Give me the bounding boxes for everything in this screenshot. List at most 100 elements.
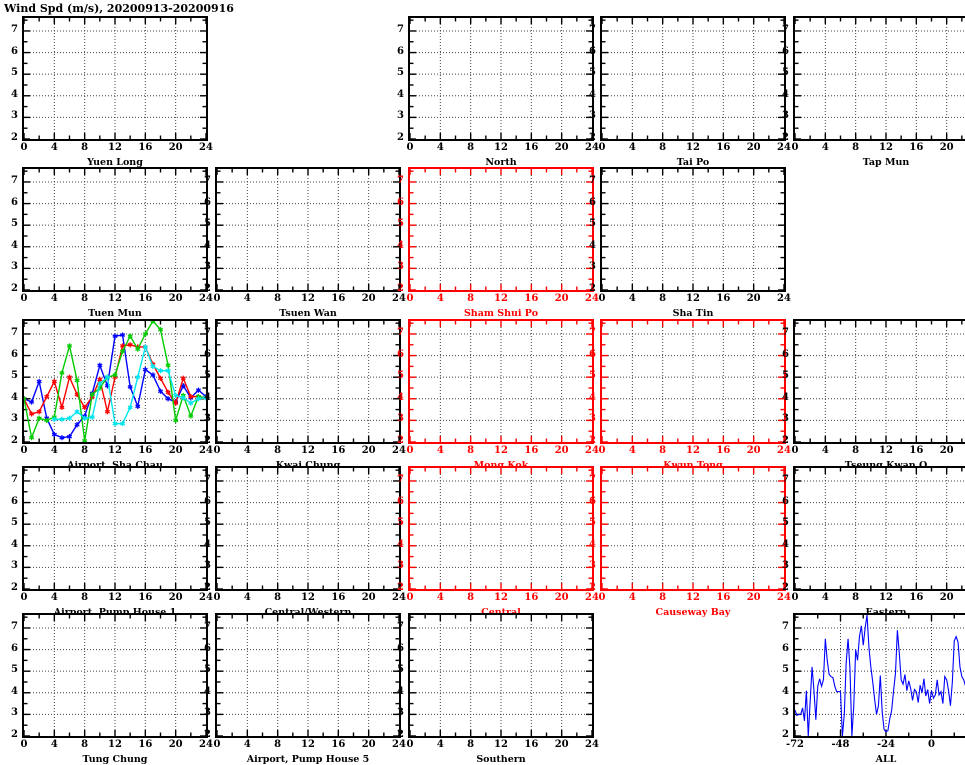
y-axis-tick-label: 3 xyxy=(782,707,789,719)
x-axis-tick-label: 8 xyxy=(659,293,667,304)
series-marker-star xyxy=(29,411,35,417)
x-axis-tick-label: 0 xyxy=(213,445,221,456)
y-axis-tick-label: 5 xyxy=(11,664,18,676)
x-axis-tick-label: 16 xyxy=(524,739,539,750)
y-axis-tick-label: 5 xyxy=(782,67,789,79)
y-axis-tick-label: 7 xyxy=(397,620,404,632)
x-axis-tick-label: -48 xyxy=(831,739,850,750)
series-marker-star xyxy=(142,367,148,373)
plot-canvas xyxy=(24,468,206,589)
x-axis-tick-label: 16 xyxy=(716,592,731,603)
plot-area xyxy=(215,319,401,444)
y-axis-tick-label: 2 xyxy=(782,582,789,593)
x-axis-tick-label: 16 xyxy=(331,445,346,456)
x-axis-tick-label: 20 xyxy=(554,592,569,603)
x-axis-tick-label: 16 xyxy=(331,592,346,603)
x-axis-tick-label: 16 xyxy=(524,445,539,456)
y-axis-tick-label: 2 xyxy=(782,435,789,446)
series-marker-star xyxy=(188,400,194,406)
series-marker-star xyxy=(74,422,80,428)
y-axis-tick-label: 2 xyxy=(11,729,18,740)
series-marker-star xyxy=(180,375,186,381)
y-axis-tick-label: 3 xyxy=(589,413,596,425)
x-axis-tick-label: 0 xyxy=(213,293,221,304)
series-marker-star xyxy=(66,415,73,421)
x-axis-tick-label: 16 xyxy=(909,142,924,153)
series-marker-star xyxy=(82,415,88,421)
plot-area xyxy=(408,16,594,141)
y-axis-tick-label: 2 xyxy=(397,132,404,143)
y-axis-tick-label: 2 xyxy=(589,132,596,143)
x-axis-tick-label: 0 xyxy=(406,739,414,750)
series-marker-star xyxy=(195,387,201,393)
y-axis-tick-label: 7 xyxy=(204,620,211,632)
series-marker-star xyxy=(29,399,35,405)
x-axis-tick-label: 0 xyxy=(598,445,606,456)
x-axis-tick-label: 4 xyxy=(50,739,58,750)
x-axis-tick-label: 12 xyxy=(494,592,508,603)
x-axis-tick-label: 20 xyxy=(168,142,183,153)
x-axis-tick-label: 0 xyxy=(598,592,606,603)
panel-title: Yuen Long xyxy=(87,157,143,168)
y-axis-tick-label: 6 xyxy=(11,45,18,57)
x-axis-tick-label: 8 xyxy=(467,592,475,603)
x-axis-tick-label: 24 xyxy=(585,142,599,153)
plot-area xyxy=(408,167,594,292)
x-axis-tick-label: 20 xyxy=(361,592,376,603)
x-axis-tick-label: 4 xyxy=(243,739,251,750)
x-axis-tick-label: 8 xyxy=(659,142,667,153)
x-axis-tick-label: 8 xyxy=(274,739,282,750)
x-axis-tick-label: 16 xyxy=(524,592,539,603)
y-axis-tick-label: 2 xyxy=(11,582,18,593)
y-axis-tick-label: 7 xyxy=(782,326,789,338)
x-axis-tick-label: 0 xyxy=(20,445,28,456)
x-axis-tick-label: 20 xyxy=(939,445,954,456)
series-marker-star xyxy=(44,394,50,400)
y-axis-tick-label: 6 xyxy=(204,196,211,208)
x-axis-tick-label: 20 xyxy=(746,445,761,456)
x-axis-tick-label: 0 xyxy=(598,293,606,304)
y-axis-tick-label: 6 xyxy=(589,45,596,57)
series-marker-star xyxy=(157,388,164,394)
plot-canvas xyxy=(795,615,965,736)
y-axis-tick-label: 6 xyxy=(11,642,18,654)
y-axis-tick-label: 4 xyxy=(397,239,404,251)
panel-title: Causeway Bay xyxy=(655,607,731,618)
x-axis-tick-label: 16 xyxy=(716,445,731,456)
plot-canvas xyxy=(602,169,784,290)
series-marker-star xyxy=(120,348,126,354)
panel-title: Mong Kok xyxy=(386,461,616,471)
series-marker-star xyxy=(157,368,164,374)
y-axis-tick-label: 5 xyxy=(11,517,18,529)
x-axis-tick-label: 4 xyxy=(436,293,444,304)
plot-area xyxy=(408,466,594,591)
series-marker-star xyxy=(120,332,126,338)
y-axis-tick-label: 6 xyxy=(589,495,596,507)
series-marker-star xyxy=(51,431,57,438)
x-axis-tick-label: 4 xyxy=(436,142,444,153)
x-axis-tick-label: 12 xyxy=(108,293,122,304)
x-axis-tick-label: 20 xyxy=(554,293,569,304)
y-axis-tick-label: 5 xyxy=(204,664,211,676)
panel-title: Central/Western xyxy=(193,608,423,618)
series-marker-star xyxy=(150,372,156,378)
y-axis-tick-label: 6 xyxy=(589,348,596,360)
x-axis-tick-label: 20 xyxy=(554,142,569,153)
x-axis-tick-label: 8 xyxy=(659,445,667,456)
x-axis-tick-label: 20 xyxy=(361,445,376,456)
y-axis-tick-label: 5 xyxy=(589,517,596,529)
x-axis-tick-label: 24 xyxy=(392,592,406,603)
x-axis-tick-label: 16 xyxy=(716,142,731,153)
x-axis-tick-label: 16 xyxy=(524,142,539,153)
y-axis-tick-label: 4 xyxy=(589,239,596,251)
page-title: Wind Spd (m/s), 20200913-20200916 xyxy=(4,2,234,15)
y-axis-tick-label: 6 xyxy=(204,348,211,360)
x-axis-tick-label: 0 xyxy=(598,142,606,153)
y-axis-tick-label: 4 xyxy=(589,88,596,100)
series-marker-star xyxy=(150,363,156,369)
series-marker-star xyxy=(127,404,133,411)
y-axis-tick-label: 7 xyxy=(397,473,404,485)
x-axis-tick-label: 24 xyxy=(777,293,791,304)
series-marker-star xyxy=(188,394,194,400)
plot-canvas xyxy=(410,18,592,139)
